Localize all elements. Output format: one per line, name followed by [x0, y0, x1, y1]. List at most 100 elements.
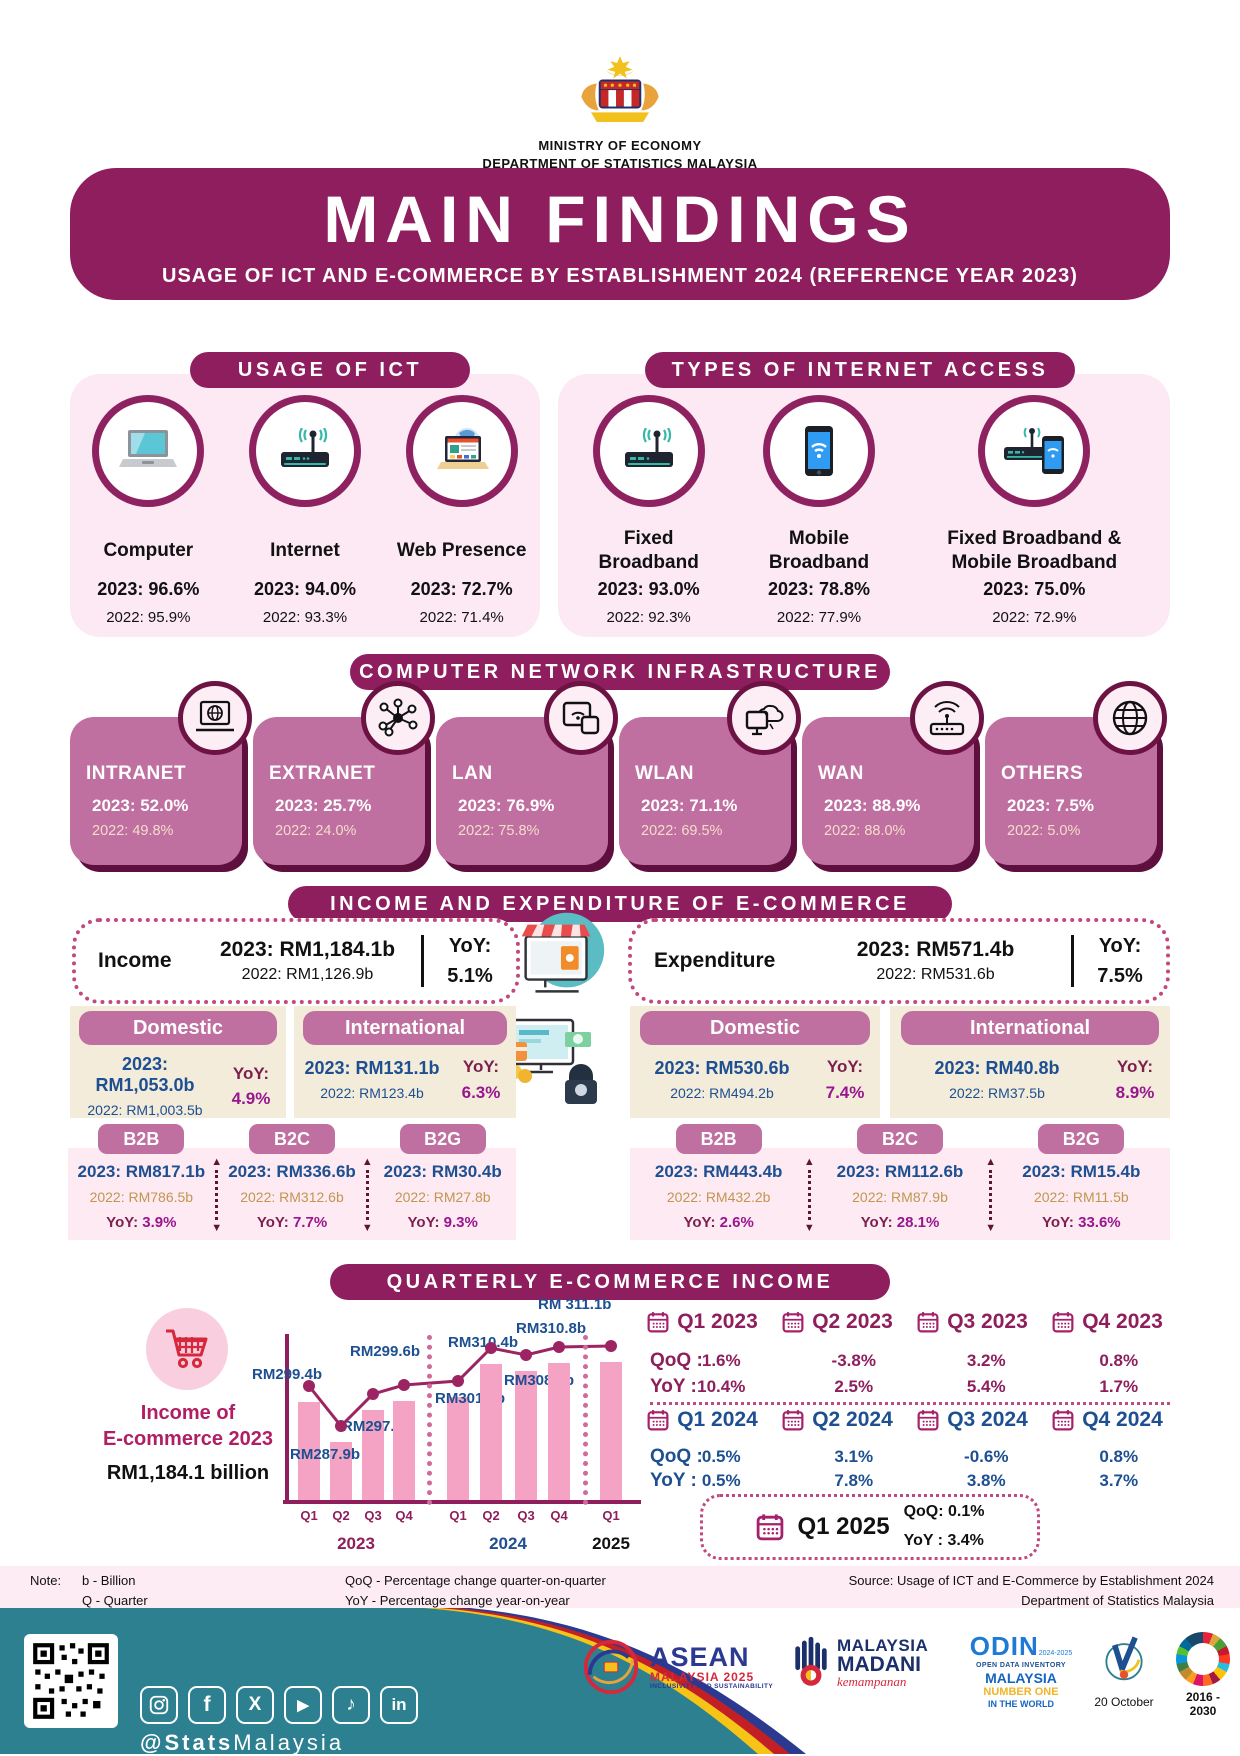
network-2022-value: 2022: 49.8% [92, 823, 174, 839]
smartphone-wifi-icon [762, 395, 875, 507]
segment-badge: B2G [1038, 1124, 1125, 1154]
qoq-row-label: QoQ : [650, 1350, 703, 1371]
page-subtitle: USAGE OF ICT AND E-COMMERCE BY ESTABLISH… [162, 264, 1078, 287]
source-note: Source: Usage of ICT and E-Commerce by E… [849, 1571, 1214, 1611]
quarter-label: Q1 2024 [677, 1408, 758, 1431]
item-2023-value: 2023: 78.8% [767, 579, 871, 599]
quarter-header: Q1 2024 [635, 1408, 770, 1432]
qr-code [24, 1634, 118, 1728]
usage-of-ict-title: USAGE OF ICT [190, 352, 470, 388]
year-label: 2025 [592, 1534, 630, 1553]
quarter-label: Q2 2024 [812, 1408, 893, 1431]
network-2022-value: 2022: 69.5% [641, 823, 723, 839]
segment-2023-value: 2023: RM15.4b [1022, 1162, 1141, 1181]
network-card-intranet: INTRANET 2023: 52.0% 2022: 49.8% [70, 681, 252, 865]
expenditure-summary-box: Expenditure 2023: RM571.4b 2022: RM531.6… [628, 918, 1170, 1004]
qoq-values-2024: 0.5% 3.1% -0.6% 0.8% [655, 1447, 1185, 1467]
x-tick-label: Q4 [395, 1508, 413, 1523]
income-2023-value: 2023: RM1,184.1b [219, 938, 396, 961]
yoy-label: YoY: [1116, 1057, 1154, 1076]
quarter-header: Q3 2023 [905, 1310, 1040, 1334]
cart-icon [146, 1308, 228, 1390]
router-icon [592, 395, 705, 507]
bar-value-label: RM 311.1b [538, 1296, 612, 1313]
yoy-value: 10.4% [697, 1377, 746, 1396]
network-label: INTRANET [86, 763, 187, 784]
yoy-value: 5.1% [447, 965, 493, 987]
qoq-value: 3.1% [834, 1447, 874, 1466]
odin-badge: 2024-2025 [1038, 1650, 1073, 1657]
footer-band: f X ▶ ♪ in @StatsMalaysia ASEAN MALAYSIA… [0, 1608, 1240, 1755]
quarter-header: Q2 2024 [770, 1408, 905, 1432]
source-line2: Department of Statistics Malaysia [1021, 1593, 1214, 1609]
expenditure-domestic-box: Domestic 2023: RM530.6b 2022: RM494.2b Y… [630, 1006, 880, 1118]
x-tick-label: Q2 [482, 1508, 500, 1523]
yoy-value: 5.4% [966, 1377, 1006, 1396]
divider-arrow: ▲ ▼ [803, 1156, 815, 1234]
sdg-years: 2016 - 2030 [1185, 1690, 1221, 1718]
domestic-header: Domestic [78, 1011, 278, 1045]
qoq-value: 1.6% [701, 1351, 741, 1370]
note-definitions: b - Billion Q - Quarter [82, 1571, 148, 1611]
quarter-label: Q1 2023 [677, 1310, 758, 1333]
bar-Q3-2024 [515, 1371, 537, 1500]
income-b2c-segment: B2C 2023: RM336.6b 2022: RM312.6b YoY: 7… [225, 1124, 360, 1240]
yoy-label: YoY: [826, 1057, 864, 1076]
online-store-illustration [506, 908, 614, 1008]
ministry-name: MINISTRY OF ECONOMY [538, 138, 702, 153]
bar-Q2-2024 [480, 1364, 502, 1500]
expenditure-b2c-segment: B2C 2023: RM112.6b 2022: RM87.9b YoY: 28… [817, 1124, 982, 1240]
yoy-value: 6.3% [461, 1082, 501, 1102]
segment-yoy: YoY: 3.9% [106, 1214, 177, 1231]
domestic-header: Domestic [640, 1011, 870, 1045]
yoy-label: YoY: [448, 935, 492, 957]
segment-badge: B2C [856, 1124, 943, 1154]
router-signal-icon [910, 681, 984, 755]
year-label: 2024 [489, 1534, 527, 1553]
qoq-value: -3.8% [831, 1351, 876, 1370]
odin-subtitle: OPEN DATA INVENTORY [976, 1661, 1066, 1669]
item-2023-value: 2023: 72.7% [410, 579, 513, 599]
yoy-value: 8.9% [1115, 1082, 1155, 1102]
segment-yoy: YoY: 7.7% [256, 1214, 328, 1231]
yoy-value: 7.4% [825, 1082, 865, 1102]
network-card-wlan: WLAN 2023: 71.1% 2022: 69.5% [619, 681, 801, 865]
year-label: 2023 [337, 1534, 375, 1553]
yoy-value: 3.8% [966, 1471, 1006, 1490]
router-smartphone-icon [978, 395, 1091, 507]
yoy-label: YoY: [462, 1057, 500, 1076]
quarter-header: Q4 2024 [1040, 1408, 1175, 1432]
item-2022-value: 2022: 72.9% [992, 609, 1077, 626]
odin-in-the-world: IN THE WORLD [988, 1698, 1054, 1709]
q1-2025-box: Q1 2025 QoQ: 0.1% YoY : 3.4% [700, 1494, 1040, 1560]
income-label: Income [98, 949, 172, 972]
quarterly-income-chart: Q1 RM299.4b Q2 RM287.9b Q3 RM297.1b Q4 RM299.6b… [250, 1292, 646, 1560]
note-billion: b - Billion [82, 1573, 136, 1588]
quarter-header: Q1 2023 [635, 1310, 770, 1334]
q1-2025-yoy: YoY : 3.4% [903, 1532, 984, 1549]
segment-2023-value: 2023: RM817.1b [77, 1162, 206, 1181]
income-domestic-box: Domestic 2023: RM1,053.0b 2022: RM1,003.… [70, 1006, 286, 1118]
domestic-2022-value: 2022: RM1,003.5b [87, 1102, 203, 1118]
network-2023-value: 2023: 88.9% [824, 796, 921, 815]
devices-wifi-icon [544, 681, 618, 755]
social-handle: @StatsMalaysia [140, 1730, 345, 1755]
bar-value-label: RM299.6b [350, 1343, 421, 1360]
monitor-cloud-icon [727, 681, 801, 755]
segment-yoy: YoY: 33.6% [1041, 1214, 1121, 1231]
ict-item-internet: Internet 2023: 94.0% 2022: 93.3% [230, 395, 380, 626]
asean-year: MALAYSIA 2025 [650, 1670, 755, 1685]
bar-Q1-2024 [447, 1397, 469, 1500]
x-tick-label: Q3 [517, 1508, 535, 1523]
expenditure-2022-value: 2022: RM531.6b [876, 966, 995, 983]
network-label: WLAN [635, 763, 694, 784]
web-laptop-icon [405, 395, 518, 507]
yoy-value: 7.5% [1097, 965, 1143, 987]
qoq-value: 3.2% [966, 1351, 1006, 1370]
yoy-values-2024: 0.5% 7.8% 3.8% 3.7% [655, 1471, 1185, 1491]
calendar-icon [782, 1409, 804, 1431]
segment-yoy: YoY: 9.3% [407, 1214, 478, 1231]
yoy-value: 7.8% [834, 1471, 874, 1490]
tiktok-icon: ♪ [332, 1686, 370, 1724]
item-2023-value: 2023: 94.0% [253, 579, 357, 599]
